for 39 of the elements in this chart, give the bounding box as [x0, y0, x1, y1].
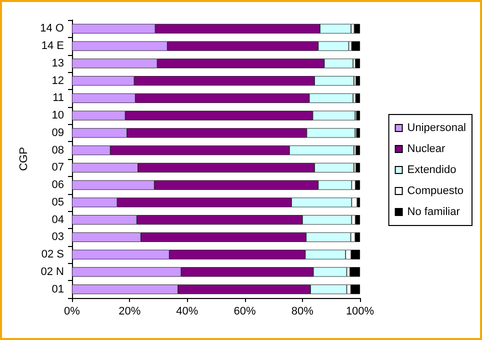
y-tick-label: 05	[52, 196, 64, 208]
bar	[355, 180, 360, 190]
legend-label: No familiar	[407, 206, 460, 218]
y-tick-label: 03	[52, 231, 64, 244]
bar	[350, 284, 360, 294]
bar	[354, 24, 360, 34]
y-tick-label: 09	[52, 126, 64, 139]
y-tick-label: 14 O	[40, 22, 64, 35]
y-tick-label: 11	[52, 92, 64, 104]
bar	[355, 58, 360, 68]
x-tick-label: 20%	[118, 306, 141, 318]
y-tick-label: 02 N	[40, 266, 64, 278]
x-tick-label: 40%	[176, 306, 198, 318]
x-tick-label: 80%	[291, 306, 314, 318]
y-tick-label: 14 E	[41, 40, 64, 52]
bar	[355, 215, 360, 225]
bar	[350, 267, 360, 277]
legend-label: Unipersonal	[407, 122, 466, 134]
legend-label: Compuesto	[407, 185, 464, 197]
y-tick-label: 08	[52, 144, 64, 156]
bar	[352, 41, 360, 51]
bar	[356, 76, 360, 86]
y-tick-label: 06	[52, 179, 64, 192]
y-axis-title: CGP	[18, 147, 30, 171]
y-tick-label: 10	[52, 110, 64, 122]
legend-label: Extendido	[407, 164, 456, 176]
x-tick-label: 0%	[64, 306, 80, 318]
y-tick-label: 07	[52, 162, 64, 174]
bar	[356, 162, 360, 172]
y-tick-label: 01	[52, 283, 64, 296]
x-tick-label: 60%	[234, 306, 256, 318]
x-tick-label: 100%	[346, 306, 374, 318]
bar	[356, 93, 360, 103]
y-tick-label: 04	[52, 214, 64, 226]
legend-label: Nuclear	[407, 143, 446, 155]
y-tick-label: 02 S	[41, 248, 64, 261]
y-tick-label: 12	[52, 74, 64, 87]
y-tick-label: 13	[52, 57, 64, 70]
bar	[356, 146, 360, 156]
